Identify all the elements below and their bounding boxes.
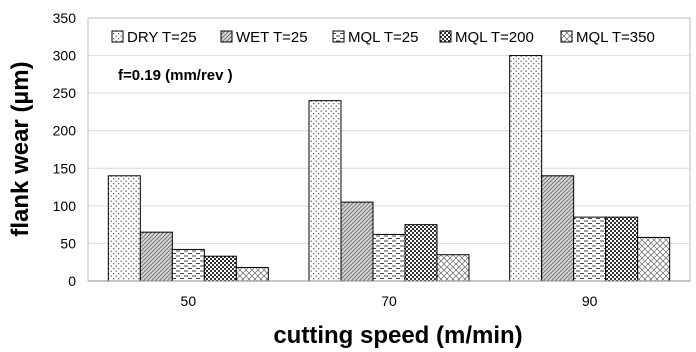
bars [107,55,671,282]
bar-dry-t-25-50 [107,175,141,282]
bar-mql-t-25-70 [372,233,406,282]
legend-label: DRY T=25 [127,29,197,46]
bar-mql-t-25-50 [171,248,205,282]
legend: DRY T=25 WET T=25 MQL T=25 MQL T=200 MQL T=3… [111,29,655,46]
legend-entry: MQL T=25 [332,29,418,46]
legend-entry: DRY T=25 [111,29,197,46]
legend-swatch [560,30,573,43]
legend-swatch [332,30,345,43]
legend-swatch [220,30,233,43]
bar-mql-t-200-50 [203,255,237,282]
legend-label: WET T=25 [236,29,308,46]
gridlines [88,17,690,244]
bar-dry-t-25-90 [509,55,543,282]
bar-mql-t-350-70 [436,254,470,282]
y-tick-label: 150 [53,160,77,176]
x-tick-label: 50 [181,293,197,309]
bar-mql-t-200-70 [404,224,438,282]
bar-wet-t-25-50 [139,231,173,282]
y-axis-ticks: 0 50 100 150 200 250 300 350 [53,10,77,289]
x-axis-ticks: 50 70 90 [181,293,598,309]
legend-label: MQL T=350 [576,29,655,46]
legend-entry: MQL T=350 [560,29,655,46]
legend-entry: WET T=25 [220,29,308,46]
legend-entry: MQL T=200 [439,29,534,46]
y-tick-label: 50 [60,235,76,251]
legend-label: MQL T=200 [455,29,534,46]
y-tick-label: 100 [53,198,77,214]
y-tick-label: 0 [68,273,76,289]
bar-wet-t-25-90 [541,175,575,282]
y-tick-label: 250 [53,85,77,101]
feed-rate-annotation: f=0.19 (mm/rev ) [118,67,233,84]
y-tick-label: 300 [53,48,77,64]
legend-swatch [439,30,452,43]
y-axis-label: flank wear (µm) [7,61,34,236]
bar-dry-t-25-70 [308,100,342,282]
x-tick-label: 70 [381,293,397,309]
bar-mql-t-350-50 [235,266,269,282]
y-tick-label: 200 [53,123,77,139]
x-axis-label: cutting speed (m/min) [273,322,522,349]
bar-mql-t-200-90 [605,216,639,282]
y-tick-label: 350 [53,10,77,26]
bar-mql-t-350-90 [637,236,671,282]
legend-label: MQL T=25 [348,29,418,46]
x-tick-label: 90 [582,293,598,309]
bar-mql-t-25-90 [573,216,607,282]
bar-wet-t-25-70 [340,201,374,282]
legend-swatch [111,30,124,43]
